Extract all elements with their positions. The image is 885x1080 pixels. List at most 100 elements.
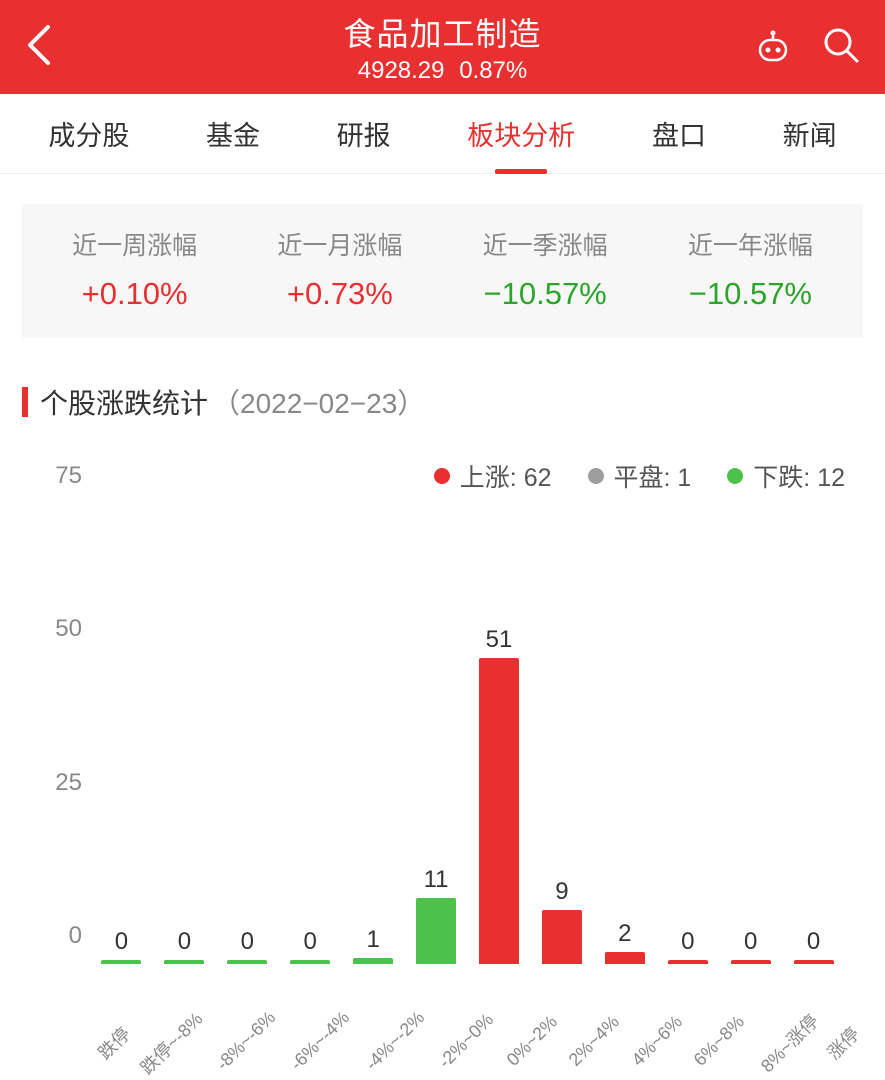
x-tick-label: -2%~0%: [435, 1009, 502, 1076]
stat-col-3: 近一年涨幅 −10.57%: [648, 226, 853, 312]
bar-col-5: 11: [405, 514, 468, 964]
bar-col-4: 1: [342, 514, 405, 964]
bar: [668, 960, 708, 964]
bar-value-label: 51: [486, 626, 513, 654]
bar: [416, 898, 456, 964]
bar-value-label: 0: [807, 928, 820, 956]
bar-value-label: 0: [744, 928, 757, 956]
legend-dot-icon: [588, 468, 604, 484]
tab-4[interactable]: 盘口: [646, 94, 712, 174]
legend-dot-icon: [727, 468, 743, 484]
bar-value-label: 1: [366, 926, 379, 954]
y-tick-label: 25: [55, 769, 82, 797]
x-tick-label: 0%~2%: [502, 1011, 565, 1074]
bar-col-1: 0: [153, 514, 216, 964]
bar-value-label: 11: [424, 866, 449, 894]
x-tick-label: -8%~-6%: [212, 1007, 283, 1078]
tab-3[interactable]: 板块分析: [461, 94, 581, 174]
plot-area: 00001115192000: [90, 514, 845, 964]
bar-col-2: 0: [216, 514, 279, 964]
bar-chart: 0255075 00001115192000 跌停跌停~-8%-8%~-6%-6…: [30, 504, 855, 1024]
bar-value-label: 0: [241, 928, 254, 956]
header-price: 4928.29: [358, 57, 445, 84]
bar: [542, 910, 582, 964]
stat-value: +0.10%: [32, 276, 237, 312]
bar: [290, 960, 330, 964]
section-title: 个股涨跌统计: [40, 382, 208, 422]
section-accent-bar: [22, 387, 28, 417]
section-header: 个股涨跌统计 （2022−02−23）: [22, 382, 863, 422]
bar-value-label: 2: [618, 920, 631, 948]
header-center: 食品加工制造 4928.29 0.87%: [164, 9, 721, 85]
stat-value: +0.73%: [237, 276, 442, 312]
y-axis: 0255075: [30, 504, 90, 964]
legend-text: 上涨: 62: [460, 458, 552, 494]
header-left: [24, 23, 164, 72]
x-tick-label: 4%~6%: [627, 1011, 690, 1074]
chart-legend: 上涨: 62 平盘: 1 下跌: 12: [0, 422, 885, 494]
bar: [227, 960, 267, 964]
bar: [101, 960, 141, 964]
legend-item-1: 平盘: 1: [588, 458, 692, 494]
header-subtitle: 4928.29 0.87%: [164, 57, 721, 85]
stat-col-0: 近一周涨幅 +0.10%: [32, 226, 237, 312]
x-tick-label: 跌停~-8%: [134, 1006, 208, 1080]
bar: [605, 952, 645, 964]
tab-bar: 成分股基金研报板块分析盘口新闻: [0, 94, 885, 174]
stat-label: 近一周涨幅: [32, 226, 237, 262]
stat-value: −10.57%: [443, 276, 648, 312]
tab-5[interactable]: 新闻: [777, 94, 843, 174]
bar: [479, 658, 519, 964]
bar-col-9: 0: [656, 514, 719, 964]
legend-text: 平盘: 1: [614, 458, 692, 494]
y-tick-label: 0: [69, 922, 82, 950]
section-date: （2022−02−23）: [212, 382, 425, 422]
stat-label: 近一季涨幅: [443, 226, 648, 262]
legend-item-0: 上涨: 62: [434, 458, 552, 494]
tab-1[interactable]: 基金: [200, 94, 266, 174]
tab-2[interactable]: 研报: [331, 94, 397, 174]
bar-value-label: 0: [681, 928, 694, 956]
bar-col-11: 0: [782, 514, 845, 964]
x-tick-label: 6%~8%: [690, 1011, 753, 1074]
bar-col-8: 2: [593, 514, 656, 964]
bar-value-label: 0: [304, 928, 317, 956]
x-tick-label: -4%~-2%: [361, 1007, 432, 1078]
bar: [794, 960, 834, 964]
stat-col-1: 近一月涨幅 +0.73%: [237, 226, 442, 312]
legend-text: 下跌: 12: [753, 458, 845, 494]
bar-value-label: 9: [555, 878, 568, 906]
x-axis-labels: 跌停跌停~-8%-8%~-6%-6%~-4%-4%~-2%-2%~0%0%~2%…: [90, 1010, 845, 1036]
x-tick-label: 跌停: [92, 1021, 136, 1065]
bar-col-10: 0: [719, 514, 782, 964]
x-tick-label: 涨停: [821, 1021, 865, 1065]
bars-container: 00001115192000: [90, 514, 845, 964]
header-change: 0.87%: [459, 57, 527, 84]
header-right: [721, 25, 861, 70]
legend-dot-icon: [434, 468, 450, 484]
page-title: 食品加工制造: [164, 9, 721, 55]
bar-value-label: 0: [115, 928, 128, 956]
legend-item-2: 下跌: 12: [727, 458, 845, 494]
bar-col-0: 0: [90, 514, 153, 964]
bar-col-6: 51: [468, 514, 531, 964]
y-tick-label: 50: [55, 615, 82, 643]
bar: [731, 960, 771, 964]
x-tick-label: 8%~涨停: [754, 1008, 824, 1078]
bar-col-3: 0: [279, 514, 342, 964]
robot-icon[interactable]: [753, 25, 793, 70]
x-tick-label: -6%~-4%: [286, 1007, 357, 1078]
back-icon[interactable]: [24, 23, 54, 72]
x-tick-label: 2%~4%: [565, 1011, 628, 1074]
tab-0[interactable]: 成分股: [42, 94, 135, 174]
stat-col-2: 近一季涨幅 −10.57%: [443, 226, 648, 312]
stat-label: 近一年涨幅: [648, 226, 853, 262]
y-tick-label: 75: [55, 462, 82, 490]
stat-label: 近一月涨幅: [237, 226, 442, 262]
search-icon[interactable]: [821, 25, 861, 70]
app-header: 食品加工制造 4928.29 0.87%: [0, 0, 885, 94]
bar-value-label: 0: [178, 928, 191, 956]
bar: [353, 958, 393, 964]
bar-col-7: 9: [530, 514, 593, 964]
stat-value: −10.57%: [648, 276, 853, 312]
